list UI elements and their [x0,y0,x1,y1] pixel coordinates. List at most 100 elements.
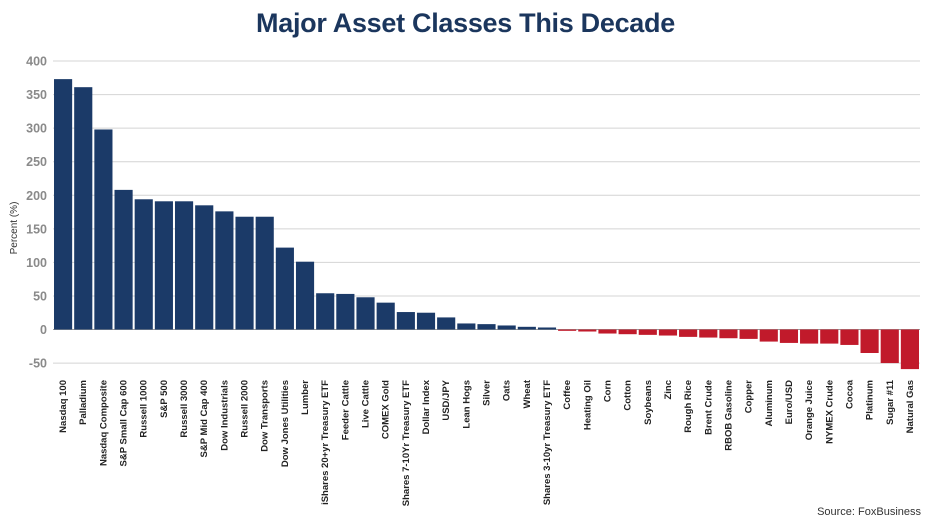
x-tick-label: S&P 500 [159,380,170,418]
x-tick-label: Dollar Index [421,379,432,434]
x-tick-label: Silver [482,380,493,406]
bar [840,329,859,345]
bar [416,312,436,330]
x-tick-label: Lumber [300,380,311,415]
bar [215,211,234,330]
bars [54,79,919,370]
y-tick-label: 250 [26,155,47,169]
bar [900,329,919,370]
bar [235,216,254,330]
y-tick-label: 0 [40,323,47,337]
x-tick-label: Coffee [562,380,573,410]
x-tick-label: Oats [502,380,513,401]
y-tick-label: 400 [26,55,47,69]
y-tick-label: 350 [26,88,47,102]
y-tick-label: 200 [26,189,47,203]
bar [759,329,778,342]
x-tick-label: USD/JPY [441,379,452,420]
bar [860,329,879,353]
bar [598,329,617,334]
x-tick-label: Dow Industrials [219,380,230,451]
x-tick-label: Nasdaq 100 [58,380,69,433]
bar [800,329,819,344]
bar [396,312,415,330]
bar [376,302,395,330]
x-tick-label: Zinc [663,380,674,400]
x-tick-label: Dow Jones Utilities [280,380,291,467]
bar [477,324,496,330]
x-tick-label: Shares 3-10yr Treasury ETF [542,380,553,505]
bar [457,323,476,330]
bar [255,216,274,330]
x-tick-label: Russell 1000 [139,380,150,438]
x-tick-label: iShares 20+yr Treasury ETF [320,380,331,505]
bar [114,189,133,330]
x-tick-label: RBOB Gasoline [723,380,734,451]
bar [618,329,637,335]
x-tick-label: Dow Transports [260,380,271,452]
bar [719,329,738,339]
x-tick-label: Lean Hogs [461,380,472,429]
bar [295,261,315,330]
y-axis-label: Percent (%) [9,202,20,255]
bar [154,201,173,330]
x-tick-label: NYMEX Crude [824,380,835,444]
bar [699,329,718,338]
x-tick-label: Palladium [78,380,89,425]
bar [195,205,214,330]
y-tick-label: 300 [26,122,47,136]
bar [275,247,294,330]
x-tick-label: Wheat [522,379,533,408]
x-tick-label: Orange Juice [804,380,815,440]
bar [779,329,799,343]
x-tick-label: Corn [602,380,613,402]
bar [558,329,577,331]
bar [316,293,335,330]
bar [336,293,355,330]
bar [679,329,698,337]
x-tick-label: Aluminum [764,380,775,426]
x-tick-label: Russell 2000 [240,380,251,438]
y-axis-ticks: -50 0 50 100 150 200 250 300 350 400 [26,55,47,371]
x-tick-label: Heating Oil [582,380,593,430]
y-tick-label: -50 [29,357,47,371]
bar [497,325,516,330]
bar [356,297,375,330]
x-tick-label: Natural Gas [905,380,916,433]
x-tick-label: Cocoa [844,379,855,409]
x-tick-label: Brent Crude [703,380,714,435]
bar [638,329,657,335]
x-tick-label: Platinum [865,380,876,420]
bar [94,129,113,330]
x-tick-label: Live Cattle [361,380,372,428]
x-tick-label: Nasdaq Composite [98,380,109,466]
bar [880,329,899,364]
chart-title: Major Asset Classes This Decade [256,8,675,38]
x-tick-label: S&P Small Cap 600 [119,380,130,466]
x-tick-label: S&P Mid Cap 400 [199,380,210,457]
x-axis-labels: Nasdaq 100 Palladium Nasdaq Composite S&P S… [58,379,916,506]
x-tick-label: Soybeans [643,380,654,425]
x-tick-label: Copper [744,380,755,414]
bar [739,329,758,339]
y-tick-label: 150 [26,222,47,236]
x-tick-label: Euro/USD [784,380,795,424]
bar [578,329,597,332]
bar [174,201,194,330]
bar [517,326,536,330]
x-tick-label: Russell 3000 [179,380,190,438]
y-tick-label: 100 [26,256,47,270]
bar [820,329,839,344]
bar [537,327,557,330]
y-tick-label: 50 [33,289,47,303]
bar [658,329,678,336]
x-tick-label: Feeder Cattle [340,380,351,440]
x-tick-label: Sugar #11 [885,379,896,425]
x-tick-label: Cotton [623,380,634,411]
bar [134,199,153,330]
x-tick-label: COMEX Gold [381,380,392,439]
bar [437,317,456,330]
bar [54,79,73,330]
source-note: Source: FoxBusiness [817,506,921,518]
